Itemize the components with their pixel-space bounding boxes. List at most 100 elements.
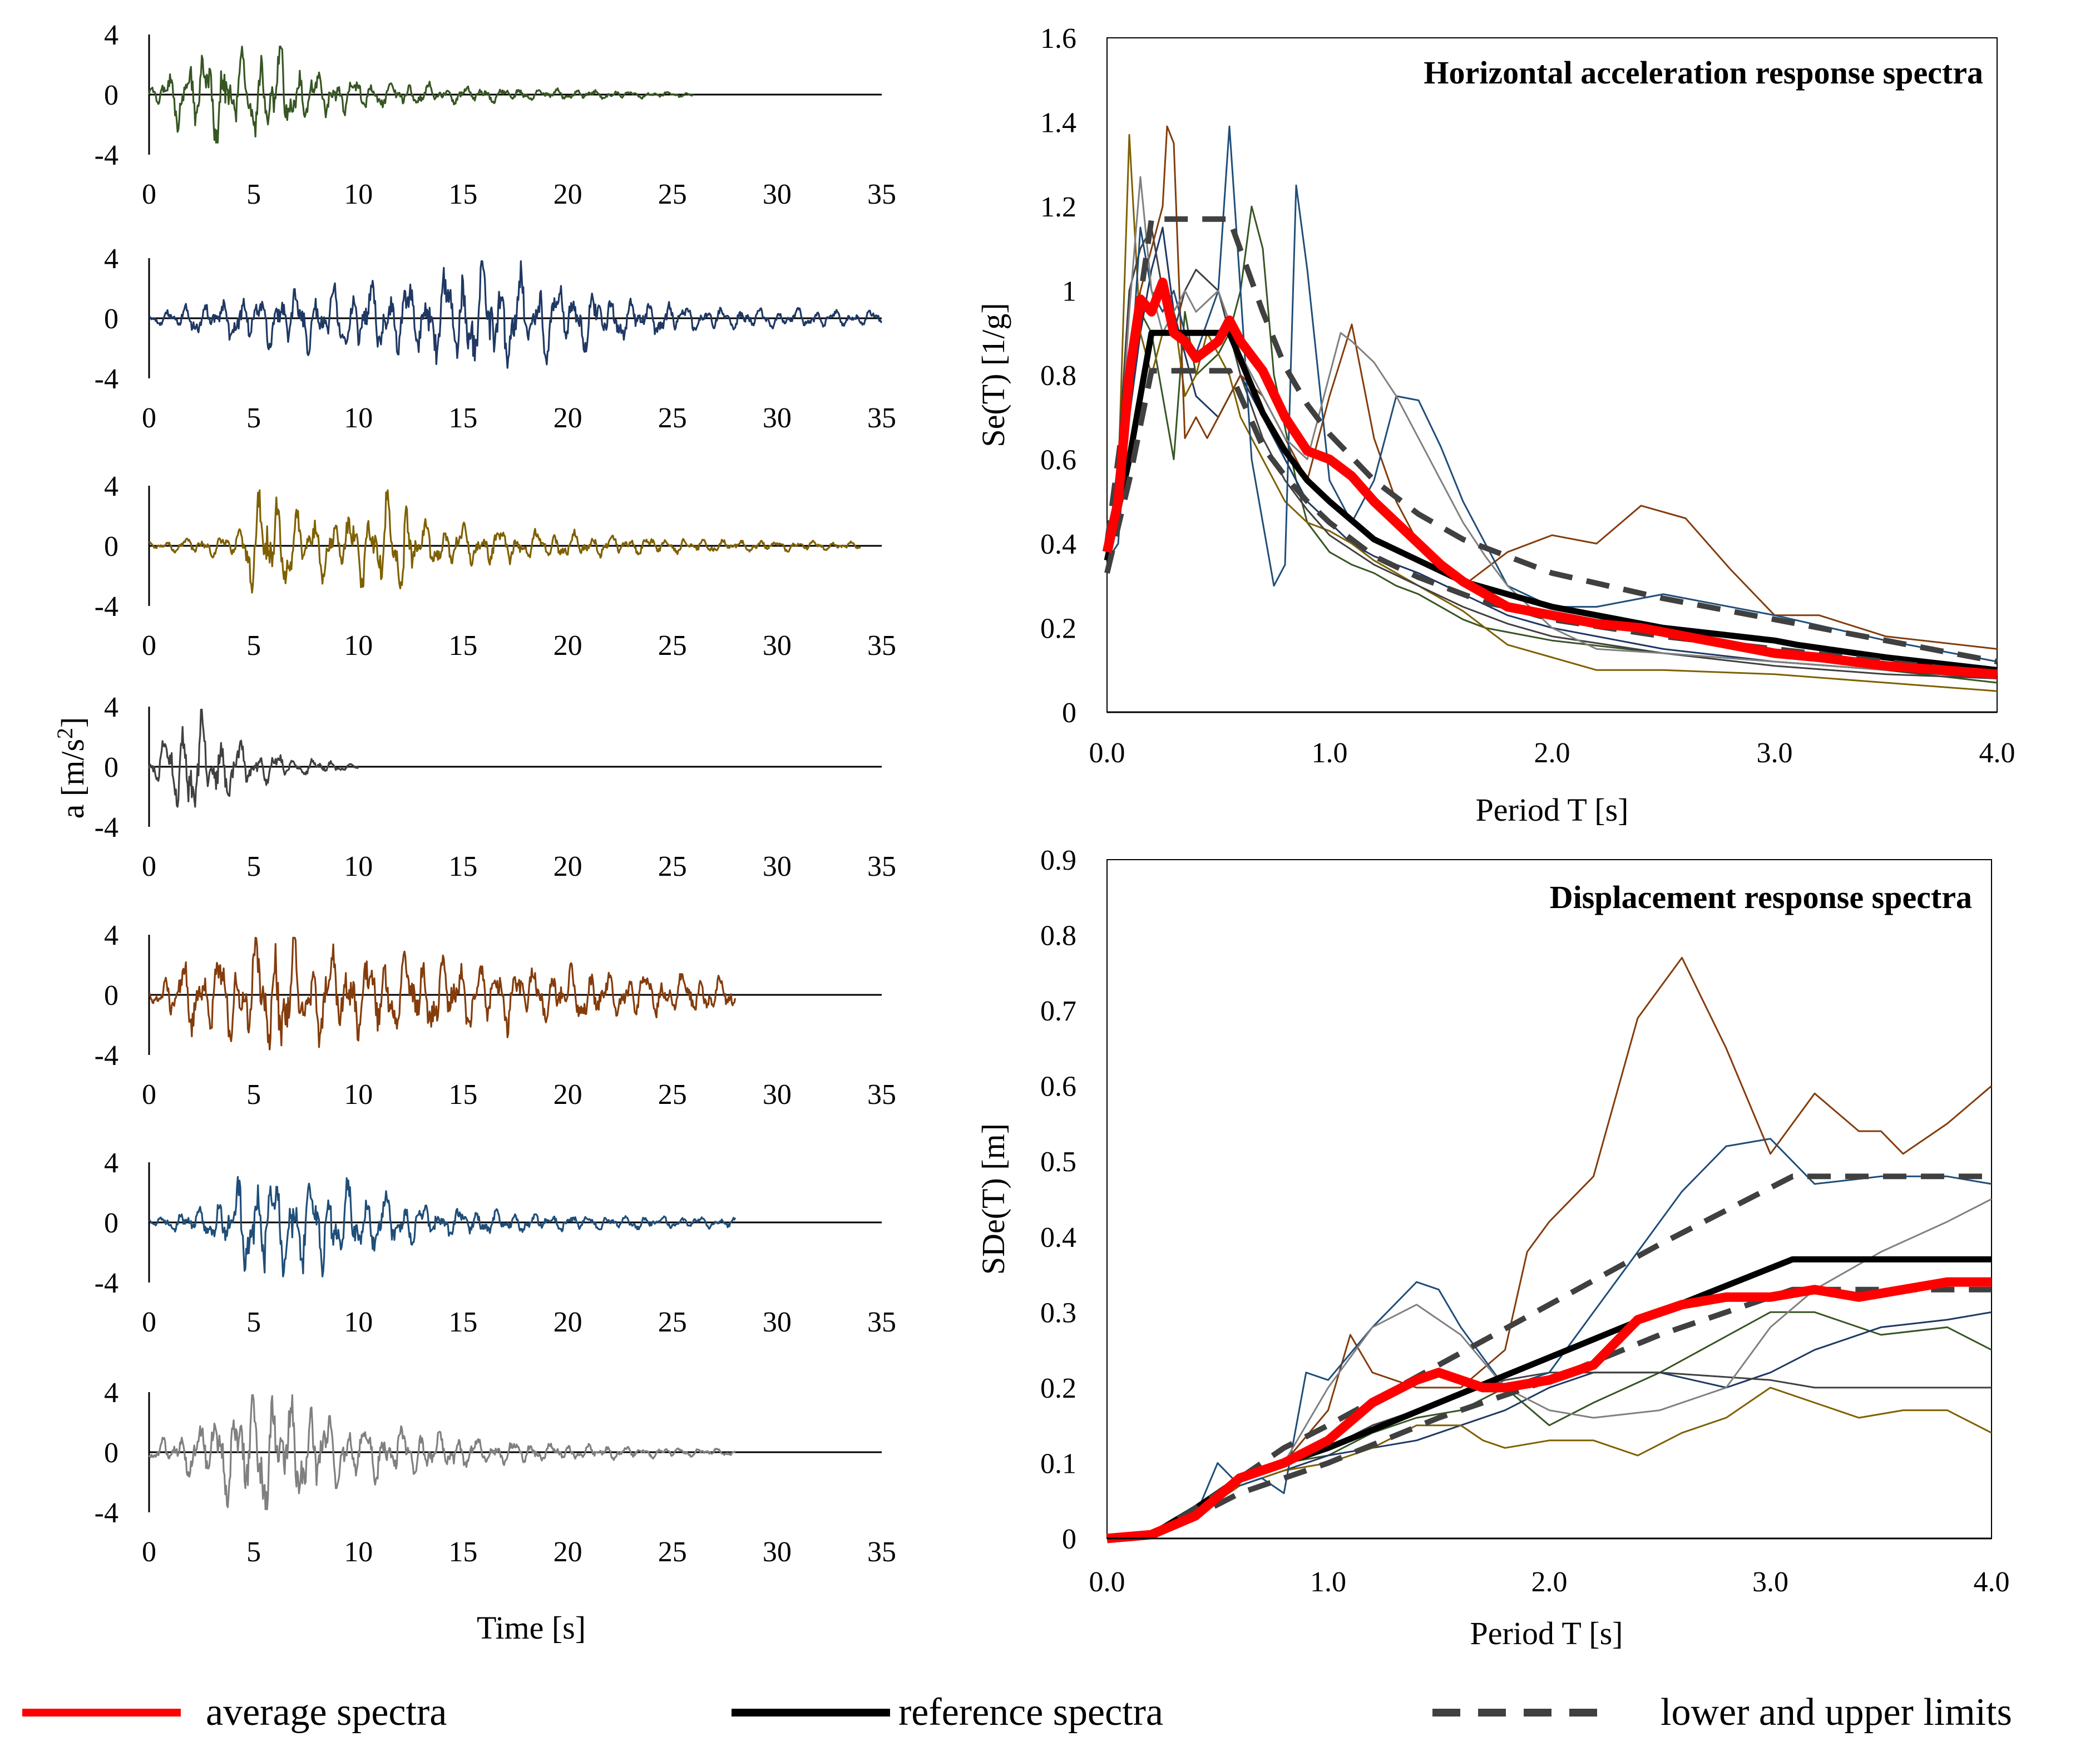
legend-label-average: average spectra xyxy=(206,1691,447,1734)
time-history-x-tick-label: 0 xyxy=(142,1079,156,1111)
time-history-y-tick-label: -4 xyxy=(95,1267,118,1299)
time-history-x-tick-label: 15 xyxy=(448,851,477,882)
time-history-x-tick-label: 5 xyxy=(246,402,261,434)
time-history-x-tick-label: 5 xyxy=(246,179,261,210)
time-history-x-tick-label: 20 xyxy=(554,630,582,662)
time-history-x-tick-label: 35 xyxy=(867,851,896,882)
spectrum-line xyxy=(1106,205,1998,684)
x-tick-label: 2.0 xyxy=(1534,737,1570,769)
y-tick-label: 0.4 xyxy=(1040,1222,1076,1254)
time-history-y-tick-label: 0 xyxy=(104,80,118,111)
time-history-x-tick-label: 35 xyxy=(867,402,896,434)
y-tick-label: 0.3 xyxy=(1040,1297,1076,1329)
legend-item-limits: lower and upper limits xyxy=(1432,1691,2012,1734)
time-history-x-tick-label: 15 xyxy=(448,1079,477,1111)
time-history-x-tick-label: 15 xyxy=(448,402,477,434)
time-history-y-tick-label: -4 xyxy=(95,1040,118,1072)
time-history-x-tick-label: 15 xyxy=(448,1536,477,1568)
y-tick-label: 0.1 xyxy=(1040,1448,1076,1479)
time-history-x-tick-label: 5 xyxy=(246,630,261,662)
time-history-panel: 4 0 -4 0 5 10 15 20 25 30 35 xyxy=(95,692,896,882)
y-tick-label: 0.9 xyxy=(1040,845,1076,876)
spectrum-line xyxy=(1106,134,1998,692)
displacement-plot-area xyxy=(1106,859,1992,1539)
legend-item-average: average spectra xyxy=(22,1691,447,1734)
time-history-y-tick-label: 4 xyxy=(104,1147,118,1179)
time-history-x-tick-label: 20 xyxy=(554,179,582,210)
time-history-panel: 4 0 -4 0 5 10 15 20 25 30 35 xyxy=(95,19,896,210)
x-tick-label: 4.0 xyxy=(1974,1566,2010,1598)
time-history-x-tick-label: 10 xyxy=(344,1536,373,1568)
y-tick-label: 0.6 xyxy=(1040,1071,1076,1103)
displacement-x-axis-label: Period T [s] xyxy=(1470,1615,1623,1651)
displacement-y-axis-label: SDe(T) [m] xyxy=(975,1123,1011,1275)
y-tick-label: 1.4 xyxy=(1040,107,1076,139)
acceleration-spectra-chart: Horizontal acceleration response spectra… xyxy=(975,23,2015,828)
x-tick-label: 4.0 xyxy=(1979,737,2015,769)
time-history-x-tick-label: 0 xyxy=(142,851,156,882)
x-tick-label: 3.0 xyxy=(1757,737,1793,769)
spectrum-line xyxy=(1106,956,1992,1540)
time-history-y-tick-label: 4 xyxy=(104,1377,118,1409)
time-history-y-tick-label: -4 xyxy=(95,140,118,171)
time-history-y-tick-label: 4 xyxy=(104,19,118,51)
time-history-panel: 4 0 -4 0 5 10 15 20 25 30 35 xyxy=(95,1377,896,1568)
time-history-y-tick-label: 0 xyxy=(104,303,118,335)
time-history-x-tick-label: 20 xyxy=(554,1306,582,1338)
time-history-x-tick-label: 35 xyxy=(867,179,896,210)
time-history-y-tick-label: 0 xyxy=(104,752,118,783)
time-history-x-tick-label: 30 xyxy=(763,179,792,210)
time-history-y-tick-label: 0 xyxy=(104,531,118,563)
time-history-x-tick-label: 0 xyxy=(142,630,156,662)
time-history-x-tick-label: 15 xyxy=(448,179,477,210)
time-history-x-tick-label: 35 xyxy=(867,630,896,662)
time-history-x-tick-label: 0 xyxy=(142,1536,156,1568)
y-tick-label: 0.7 xyxy=(1040,995,1076,1027)
x-tick-label: 2.0 xyxy=(1531,1566,1568,1598)
y-tick-label: 1.6 xyxy=(1040,23,1076,55)
y-tick-label: 0 xyxy=(1062,1523,1076,1555)
legend-label-reference: reference spectra xyxy=(898,1691,1163,1734)
y-tick-label: 0.4 xyxy=(1040,529,1076,560)
time-history-panel: 4 0 -4 0 5 10 15 20 25 30 35 xyxy=(95,471,896,662)
legend: average spectra reference spectra lower … xyxy=(22,1691,2012,1734)
time-history-x-tick-label: 25 xyxy=(658,630,687,662)
time-history-x-tick-label: 15 xyxy=(448,1306,477,1338)
time-history-x-tick-label: 25 xyxy=(658,1536,687,1568)
spectrum-line xyxy=(1106,1198,1992,1540)
time-history-x-tick-label: 35 xyxy=(867,1306,896,1338)
y-tick-label: 0.8 xyxy=(1040,360,1076,392)
acceleration-chart-title: Horizontal acceleration response spectra xyxy=(1424,55,1983,91)
displacement-chart-title: Displacement response spectra xyxy=(1550,879,1972,915)
legend-label-limits: lower and upper limits xyxy=(1661,1691,2012,1734)
time-history-x-tick-label: 25 xyxy=(658,179,687,210)
y-tick-label: 1.2 xyxy=(1040,191,1076,223)
x-tick-label: 0.0 xyxy=(1089,737,1125,769)
time-history-x-tick-label: 10 xyxy=(344,630,373,662)
time-axis-label: Time [s] xyxy=(477,1610,586,1646)
time-history-y-tick-label: 4 xyxy=(104,692,118,723)
time-history-x-tick-label: 10 xyxy=(344,1306,373,1338)
time-history-x-tick-label: 0 xyxy=(142,402,156,434)
time-history-y-tick-label: 4 xyxy=(104,243,118,275)
y-tick-label: 0 xyxy=(1062,697,1076,729)
acceleration-y-axis-label: Se(T) [1/g] xyxy=(975,303,1011,447)
time-history-y-tick-label: -4 xyxy=(95,363,118,395)
displacement-spectra-chart: Displacement response spectra Period T [… xyxy=(975,845,2010,1651)
time-history-trace xyxy=(148,489,861,594)
time-history-x-tick-label: 20 xyxy=(554,1079,582,1111)
time-history-x-tick-label: 30 xyxy=(763,851,792,882)
x-tick-label: 1.0 xyxy=(1312,737,1348,769)
time-history-x-tick-label: 10 xyxy=(344,179,373,210)
legend-item-reference: reference spectra xyxy=(732,1691,1163,1734)
time-history-x-tick-label: 30 xyxy=(763,1536,792,1568)
spectrum-line xyxy=(1106,1311,1992,1540)
time-history-x-tick-label: 10 xyxy=(344,402,373,434)
time-history-x-tick-label: 10 xyxy=(344,851,373,882)
time-history-panel: 4 0 -4 0 5 10 15 20 25 30 35 xyxy=(95,920,896,1111)
time-history-x-tick-label: 5 xyxy=(246,1306,261,1338)
y-tick-label: 0.5 xyxy=(1040,1146,1076,1178)
time-history-x-tick-label: 20 xyxy=(554,851,582,882)
time-history-trace xyxy=(149,1176,737,1278)
acceleration-axis-label: a [m/s2] xyxy=(52,717,91,819)
